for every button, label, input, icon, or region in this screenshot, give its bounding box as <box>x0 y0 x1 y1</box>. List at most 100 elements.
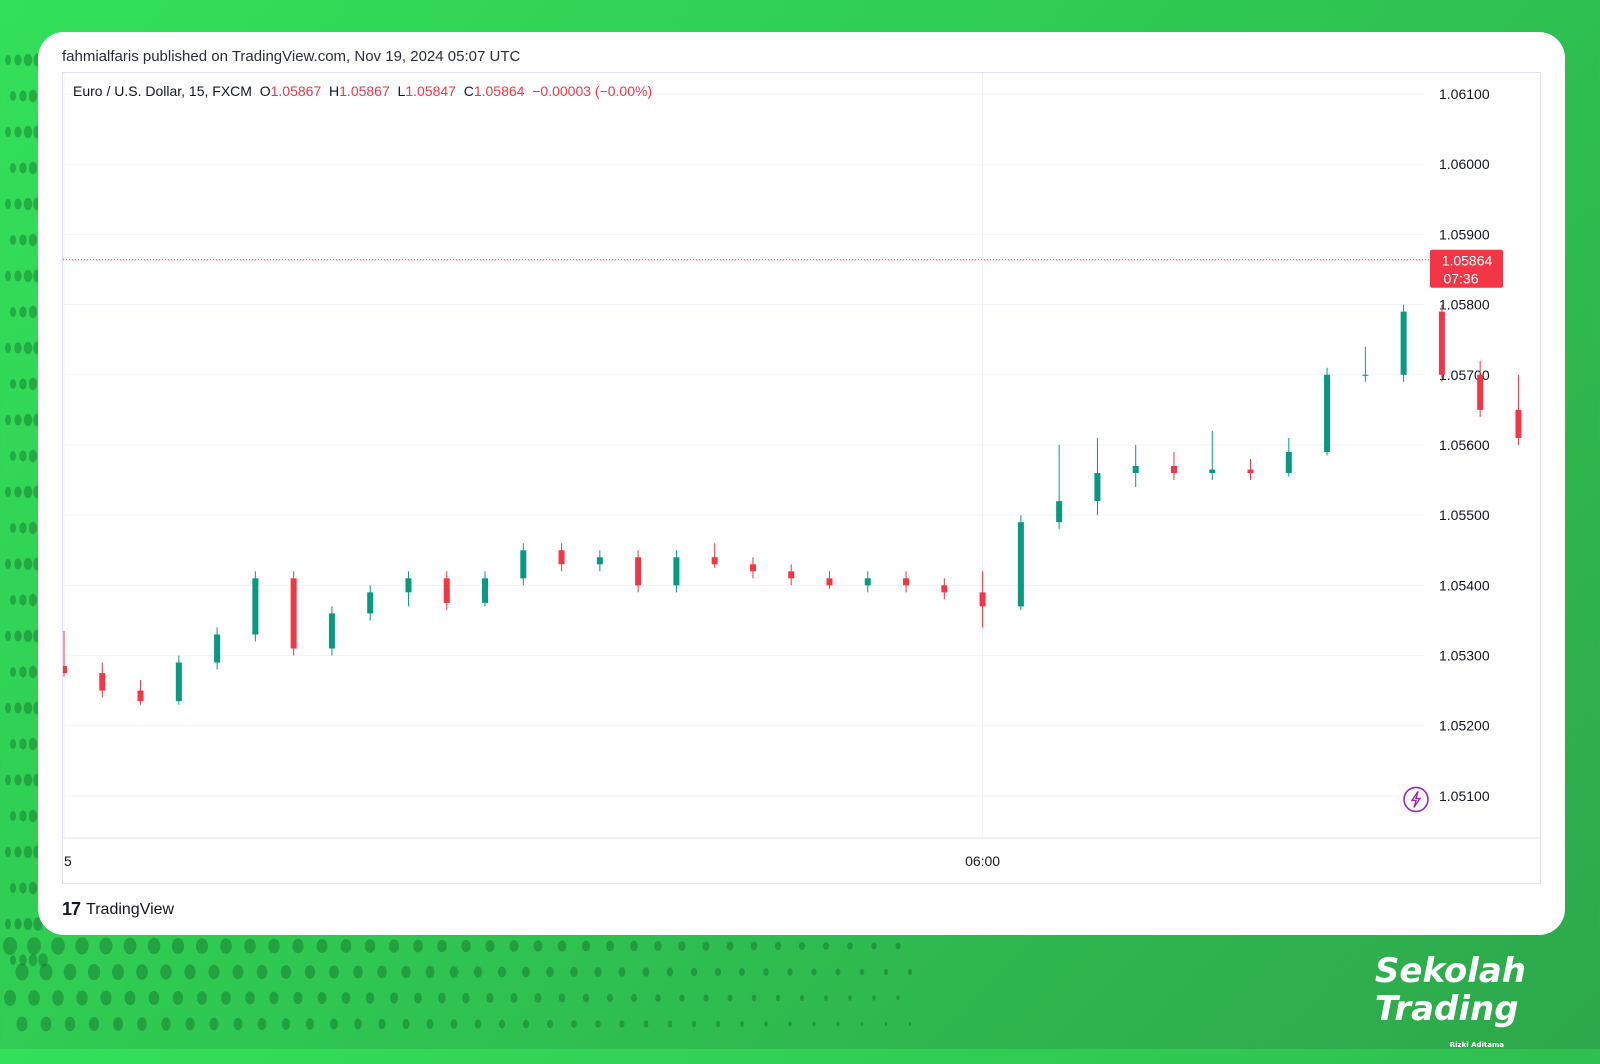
background-dot <box>702 941 710 951</box>
background-dot <box>10 883 16 893</box>
y-tick-label: 1.06000 <box>1439 156 1490 172</box>
background-dot <box>51 937 65 955</box>
y-tick-label: 1.05300 <box>1439 648 1490 664</box>
candle-body <box>596 557 603 565</box>
background-dot <box>10 523 16 533</box>
candle-body <box>903 578 910 586</box>
candle-body <box>941 585 948 593</box>
x-tick-label: 06:00 <box>965 853 1000 869</box>
background-dot <box>316 938 328 954</box>
background-dot <box>679 994 685 1002</box>
background-dot <box>798 941 806 951</box>
background-dot <box>461 939 471 953</box>
legend-symbol: Euro / U.S. Dollar, 15, FXCM <box>73 83 252 99</box>
candle-body <box>558 550 565 565</box>
background-dot <box>19 450 27 462</box>
background-dot <box>835 968 841 976</box>
background-dot <box>848 995 852 1001</box>
candle-body <box>1170 466 1177 474</box>
background-dot <box>883 968 889 976</box>
background-dot <box>5 703 11 713</box>
background-dot <box>522 966 530 978</box>
background-dot <box>3 937 17 955</box>
background-dot <box>161 1017 171 1031</box>
chart-area[interactable]: 1.06100 1.06000 1.05900 1.05800 1.05700 1.056… <box>62 72 1541 884</box>
background-dot <box>245 991 255 1005</box>
background-dot <box>147 937 161 955</box>
candle-body <box>1400 311 1407 375</box>
background-dot <box>703 994 709 1002</box>
legend-open: 1.05867 <box>270 83 322 99</box>
background-dot <box>847 942 853 950</box>
background-dot <box>437 939 447 953</box>
background-dot <box>23 197 33 211</box>
background-dot <box>740 1021 744 1027</box>
background-dot <box>23 629 33 643</box>
candle-body <box>788 571 795 579</box>
background-dot <box>23 845 33 859</box>
candle-body <box>673 557 680 586</box>
background-dot <box>100 990 112 1006</box>
background-dot <box>727 994 733 1002</box>
candle-body <box>711 557 718 565</box>
background-dot <box>14 54 22 66</box>
candle-body <box>367 592 374 614</box>
background-dot <box>5 127 11 137</box>
background-dot <box>715 1020 721 1028</box>
background-dot <box>388 939 400 953</box>
background-dot <box>28 377 38 391</box>
background-dot <box>788 1021 792 1027</box>
background-dot <box>10 379 16 389</box>
background-dot <box>557 940 567 952</box>
background-dot <box>425 966 435 978</box>
brand-subtitle: Rizki Aditama <box>1449 1041 1504 1049</box>
background-dot <box>10 163 16 173</box>
candle-body <box>635 557 642 586</box>
background-dot <box>534 993 542 1003</box>
background-dot <box>413 939 423 953</box>
background-dot <box>233 1017 243 1031</box>
background-dot <box>14 846 22 858</box>
background-dot <box>292 938 304 954</box>
background-dot <box>726 941 734 951</box>
background-dot <box>124 990 136 1006</box>
candle-body <box>63 666 67 674</box>
background-dot <box>751 994 757 1002</box>
background-dot <box>401 965 411 979</box>
background-dot <box>485 940 495 952</box>
background-dot <box>19 234 27 246</box>
background-dot <box>5 415 11 425</box>
background-dot <box>907 969 913 975</box>
background-dot <box>426 1019 434 1029</box>
background-dot <box>10 235 16 245</box>
background-dot <box>19 378 27 390</box>
background-dot <box>474 1019 482 1029</box>
candle-body <box>1477 374 1484 410</box>
background-dot <box>824 995 828 1001</box>
background-dot <box>570 966 578 978</box>
background-dot <box>220 938 232 954</box>
background-dot <box>5 487 11 497</box>
candle-body <box>328 613 335 649</box>
background-dot <box>799 994 805 1002</box>
background-dot <box>123 937 137 955</box>
tradingview-logo[interactable]: 17 TradingView <box>62 899 174 920</box>
y-tick-label: 1.05200 <box>1439 718 1490 734</box>
background-dot <box>607 993 613 1003</box>
background-dot <box>23 341 33 355</box>
background-dot <box>23 125 33 139</box>
background-dot <box>172 991 184 1005</box>
background-dot <box>546 966 554 978</box>
y-tick-label: 1.05600 <box>1439 437 1490 453</box>
background-dot <box>462 992 470 1004</box>
background-dot <box>19 306 27 318</box>
background-dot <box>655 994 661 1002</box>
background-dot <box>23 413 33 427</box>
background-dot <box>10 811 16 821</box>
candlestick-chart[interactable]: 1.06100 1.06000 1.05900 1.05800 1.05700 1.056… <box>63 73 1540 883</box>
background-dot <box>581 940 591 952</box>
background-dot <box>10 739 16 749</box>
background-dot <box>764 1021 768 1027</box>
background-dot <box>547 1019 553 1029</box>
background-dot <box>19 882 27 894</box>
